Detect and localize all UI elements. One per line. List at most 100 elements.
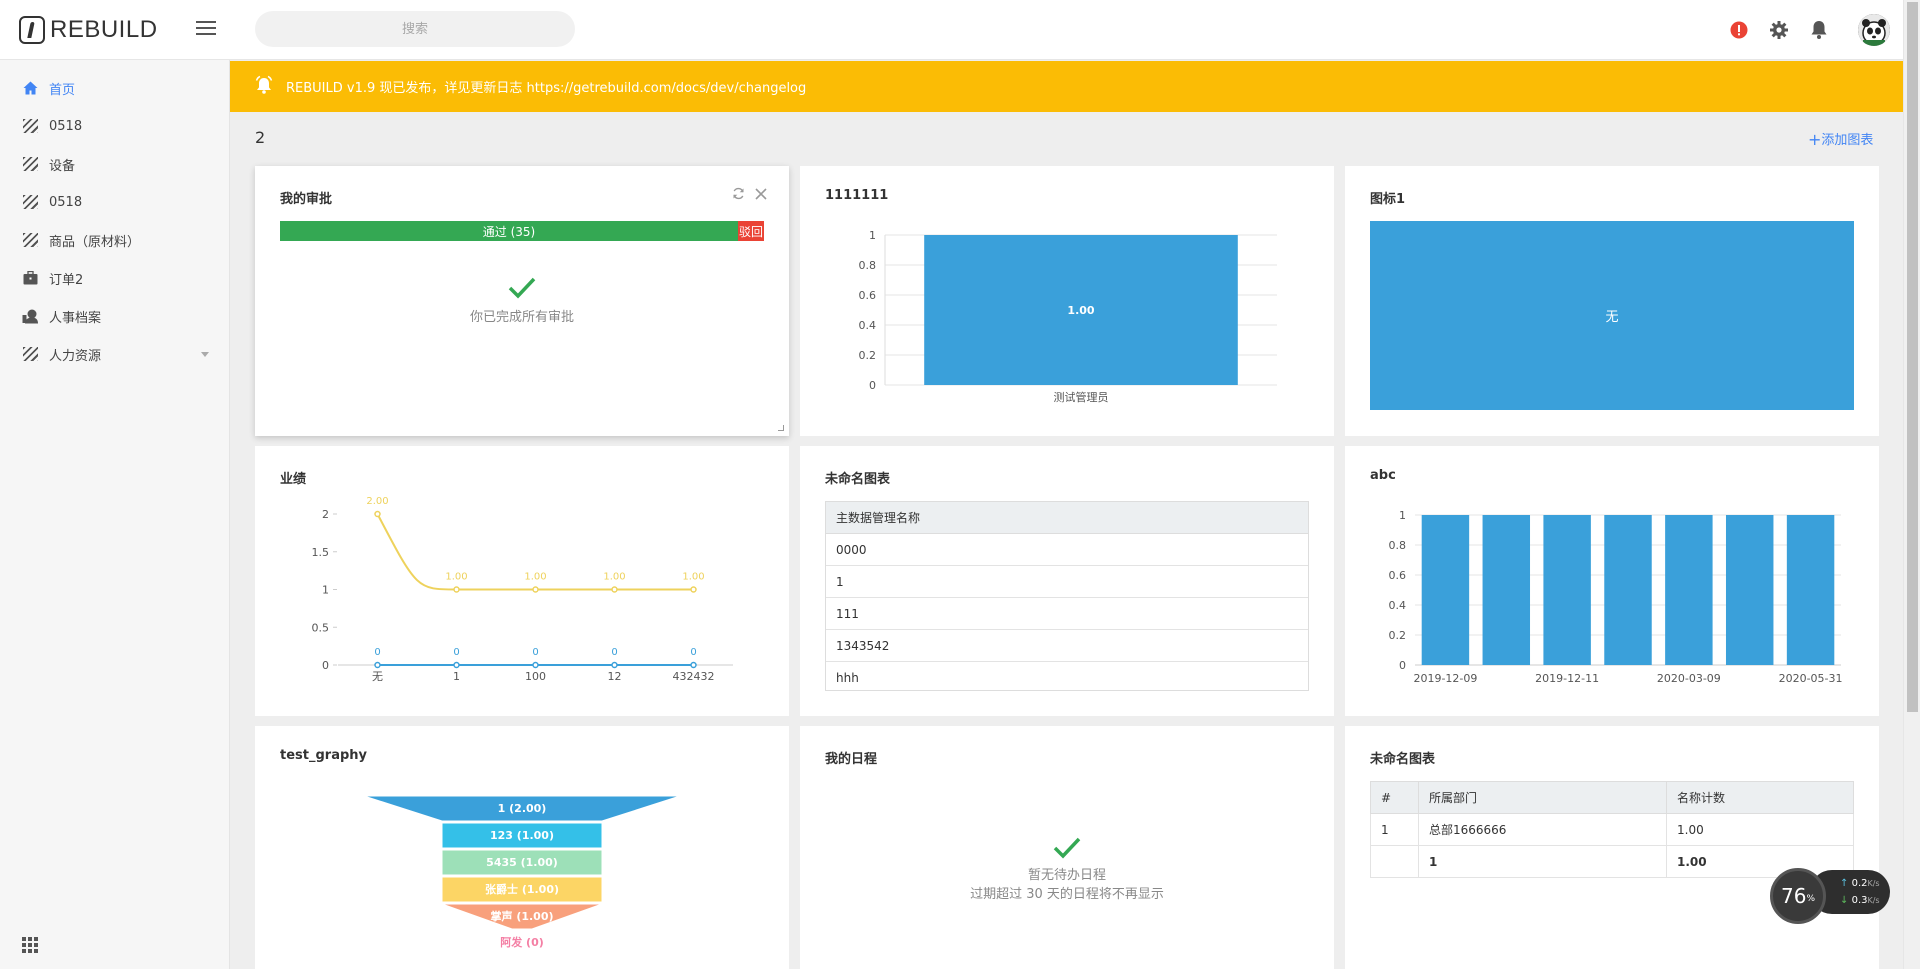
notice-text[interactable]: REBUILD v1.9 现已发布，详见更新日志 https://getrebu… <box>286 81 807 96</box>
column-header: 所属部门 <box>1418 781 1667 814</box>
approval-progress-bar: 通过 (35) 驳回 <box>280 221 764 241</box>
approval-done-text: 你已完成所有审批 <box>469 310 574 325</box>
series-line <box>376 513 694 591</box>
home-icon <box>22 80 38 96</box>
data-label: 2.00 <box>366 496 388 507</box>
close-icon[interactable] <box>755 187 767 200</box>
page-scrollbar[interactable] <box>1903 0 1920 969</box>
add-chart-button[interactable]: +添加图表 <box>1808 129 1873 149</box>
funnel-segment <box>441 903 603 930</box>
sidebar-item-hr[interactable]: 人力资源 <box>0 335 229 373</box>
y-tick-label: 1 <box>869 229 876 242</box>
apps-grid-icon[interactable] <box>22 937 38 953</box>
app-logo[interactable]: REBUILD <box>19 15 158 45</box>
funnel-segment <box>441 849 603 876</box>
bar <box>1725 515 1774 665</box>
schedule-card: 我的日程 暂无待办日程 过期超过 30 天的日程将不再显示 <box>800 726 1334 969</box>
dashboard-title[interactable]: 2 <box>255 128 266 147</box>
entity-icon <box>22 346 38 362</box>
y-tick-label: 0.5 <box>312 621 330 634</box>
data-table: 主数据管理名称 0000 1 111 1343542 hhh <box>825 501 1309 691</box>
data-label: 0 <box>690 647 696 658</box>
y-tick-label: 0 <box>1399 659 1406 672</box>
x-tick-label: 2020-05-31 <box>1779 672 1843 685</box>
card-title: 未命名图表 <box>1370 752 1436 767</box>
bell-icon[interactable] <box>1808 19 1830 41</box>
rejected-segment[interactable]: 驳回 <box>738 221 764 241</box>
sidebar-item-0518-b[interactable]: 0518 <box>0 183 229 221</box>
y-tick-label: 0.4 <box>859 319 877 332</box>
y-tick-label: 1 <box>1399 509 1406 522</box>
scrollbar-thumb[interactable] <box>1907 2 1918 712</box>
table-row[interactable]: 111 <box>826 598 1308 630</box>
memory-usage-gauge: 76% <box>1770 868 1826 924</box>
table-cell: 1.00 <box>1666 813 1854 846</box>
refresh-icon[interactable] <box>732 187 745 200</box>
user-avatar[interactable] <box>1858 14 1890 46</box>
funnel-label: 掌声 (1.00) <box>490 909 553 923</box>
network-speed-widget[interactable]: ↑ 0.2K/s ↓ 0.3K/s 76% <box>1770 868 1890 924</box>
bar-chart-abc: 1 0.8 0.6 0.4 0.2 0 2019-12-09 2019-12-11 2020-0… <box>1389 509 1843 685</box>
menu-toggle-icon[interactable] <box>196 21 216 37</box>
data-point <box>611 586 618 593</box>
card-title: 我的日程 <box>825 752 878 767</box>
y-tick-label: 1.5 <box>312 546 330 559</box>
x-tick-label: 2019-12-09 <box>1413 672 1477 685</box>
table-row[interactable]: hhh <box>826 662 1308 690</box>
data-label: 0 <box>453 647 459 658</box>
column-header: # <box>1370 781 1419 814</box>
bar <box>1482 515 1531 665</box>
sidebar-item-home[interactable]: 首页 <box>0 69 229 107</box>
sidebar-item-products[interactable]: 商品（原材料） <box>0 221 229 259</box>
funnel-segment <box>441 876 603 903</box>
entity-icon <box>22 194 38 210</box>
sidebar-item-orders[interactable]: 订单2 <box>0 259 229 297</box>
data-point <box>374 661 381 669</box>
data-point <box>532 661 539 669</box>
x-tick-label: 2019-12-11 <box>1535 672 1599 685</box>
funnel-label: 张爵士 (1.00) <box>485 882 559 896</box>
table-row[interactable]: 1 总部1666666 1.00 <box>1370 813 1854 846</box>
approved-segment[interactable]: 通过 (35) <box>280 221 738 241</box>
release-notice-banner: REBUILD v1.9 现已发布，详见更新日志 https://getrebu… <box>230 61 1903 112</box>
search-input[interactable] <box>255 11 575 47</box>
card-title: test_graphy <box>280 748 368 763</box>
sidebar-item-hr-records[interactable]: 人事档案 <box>0 297 229 335</box>
data-point <box>453 586 460 593</box>
gear-icon[interactable] <box>1768 19 1790 41</box>
bar-chart-1111111: 1 0.8 0.6 0.4 0.2 0 1.00 测试管理员 <box>859 229 1277 404</box>
sidebar-item-equipment[interactable]: 设备 <box>0 145 229 183</box>
add-chart-label: 添加图表 <box>1821 133 1874 148</box>
download-speed: ↓ 0.3K/s <box>1840 895 1880 906</box>
x-tick-label: 100 <box>525 670 546 683</box>
schedule-empty-hint: 过期超过 30 天的日程将不再显示 <box>970 887 1164 902</box>
sidebar-item-label: 人力资源 <box>49 348 102 364</box>
user-icon <box>22 308 38 324</box>
error-alert-icon[interactable] <box>1728 19 1750 41</box>
sidebar-item-0518[interactable]: 0518 <box>0 107 229 145</box>
logo-mark <box>19 16 45 44</box>
chart-card-yeji: 业绩 2 1.5 1 0.5 0 无 1 100 12 432432 2.00 1.00 1.00 1.0… <box>255 446 789 716</box>
table-row[interactable]: 1 <box>826 566 1308 598</box>
sidebar-item-label: 0518 <box>49 118 83 134</box>
pivot-card-unnamed: 未命名图表 # 所属部门 名称计数 1 总部1666666 1.00 1 1.0… <box>1345 726 1879 969</box>
entity-icon <box>22 156 38 172</box>
empty-chart-area: 无 <box>1370 221 1854 410</box>
card-title: abc <box>1370 468 1396 483</box>
table-header: 主数据管理名称 <box>826 502 1308 534</box>
resize-handle[interactable] <box>778 425 784 431</box>
table-row[interactable]: 1343542 <box>826 630 1308 662</box>
data-point <box>690 586 697 593</box>
y-tick-label: 2 <box>322 508 329 521</box>
table-cell: 1 <box>1418 845 1667 878</box>
x-tick-label: 1 <box>453 670 460 683</box>
funnel-label: 阿发 (0) <box>500 935 544 949</box>
sidebar-item-label: 设备 <box>49 158 76 174</box>
entity-icon <box>22 118 38 134</box>
y-tick-label: 0.4 <box>1389 599 1407 612</box>
card-title: 图标1 <box>1370 192 1406 207</box>
table-row[interactable]: 0000 <box>826 534 1308 566</box>
chart-card-funnel: test_graphy 1 (2.00) 123 (1.00) 5435 (1.00… <box>255 726 789 969</box>
data-label: 1.00 <box>682 572 704 583</box>
sidebar: 首页 0518 设备 0518 商品（原材料） 订单2 人事档案 人力资源 <box>0 60 230 969</box>
